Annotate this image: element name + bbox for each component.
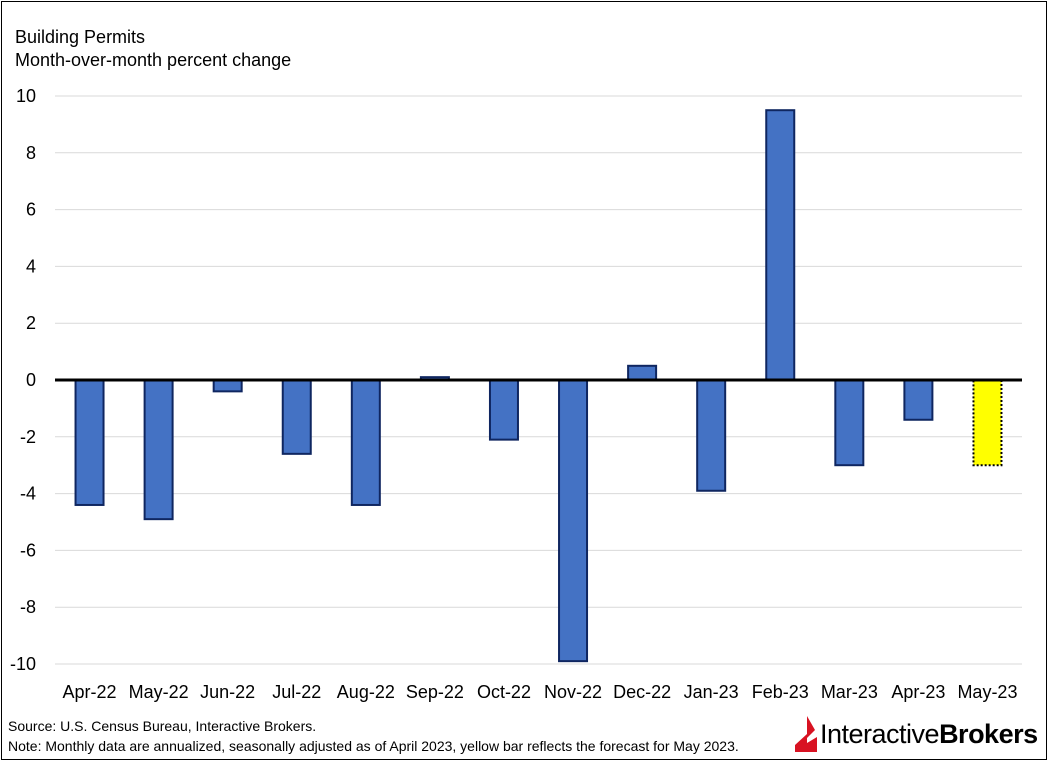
interactive-brokers-logo: InteractiveBrokers xyxy=(795,716,1038,752)
y-tick-label: -6 xyxy=(20,540,36,560)
bar xyxy=(350,379,381,506)
x-tick-label: Feb-23 xyxy=(752,682,809,702)
x-tick-label: Apr-23 xyxy=(891,682,945,702)
chart-title-block: Building Permits Month-over-month percen… xyxy=(15,26,291,72)
x-tick-label: Aug-22 xyxy=(337,682,395,702)
y-tick-label: 8 xyxy=(26,143,36,163)
chart-subtitle: Month-over-month percent change xyxy=(15,50,292,70)
x-tick-label: Apr-22 xyxy=(63,682,117,702)
bar xyxy=(212,379,243,393)
y-tick-label: 6 xyxy=(26,200,36,220)
x-tick-label: May-23 xyxy=(957,682,1017,702)
x-tick-label: Jan-23 xyxy=(684,682,739,702)
bar xyxy=(281,379,312,455)
bar xyxy=(74,379,105,506)
bar xyxy=(143,379,174,521)
x-tick-label: Mar-23 xyxy=(821,682,878,702)
forecast-bar xyxy=(972,379,1003,467)
y-tick-label: -4 xyxy=(20,484,36,504)
x-tick-label: May-22 xyxy=(129,682,189,702)
y-tick-label: -10 xyxy=(10,654,36,674)
y-tick-label: 10 xyxy=(16,86,36,106)
footer: Source: U.S. Census Bureau, Interactive … xyxy=(8,716,739,756)
x-tick-label: Dec-22 xyxy=(613,682,671,702)
x-tick-label: Sep-22 xyxy=(406,682,464,702)
logo-text-interactive: Interactive xyxy=(820,719,940,749)
chart-title: Building Permits xyxy=(15,27,146,47)
bar xyxy=(696,379,727,492)
x-tick-label: Jun-22 xyxy=(200,682,255,702)
x-tick-label: Jul-22 xyxy=(272,682,321,702)
bar xyxy=(488,379,519,441)
y-tick-label: 0 xyxy=(26,370,36,390)
x-tick-label: Nov-22 xyxy=(544,682,602,702)
x-tick-label: Oct-22 xyxy=(477,682,531,702)
bar xyxy=(627,364,658,381)
y-tick-label: 4 xyxy=(26,256,36,276)
source-text: Source: U.S. Census Bureau, Interactive … xyxy=(8,718,317,734)
y-tick-label: 2 xyxy=(26,313,36,333)
bar xyxy=(834,379,865,467)
bar xyxy=(903,379,934,421)
y-tick-label: -2 xyxy=(20,427,36,447)
note-text: Note: Monthly data are annualized, seaso… xyxy=(8,738,739,754)
bar xyxy=(765,109,796,381)
brokers-flag-icon xyxy=(795,716,817,752)
bar xyxy=(558,379,589,663)
logo-text-brokers: Brokers xyxy=(939,719,1038,749)
y-tick-label: -8 xyxy=(20,597,36,617)
